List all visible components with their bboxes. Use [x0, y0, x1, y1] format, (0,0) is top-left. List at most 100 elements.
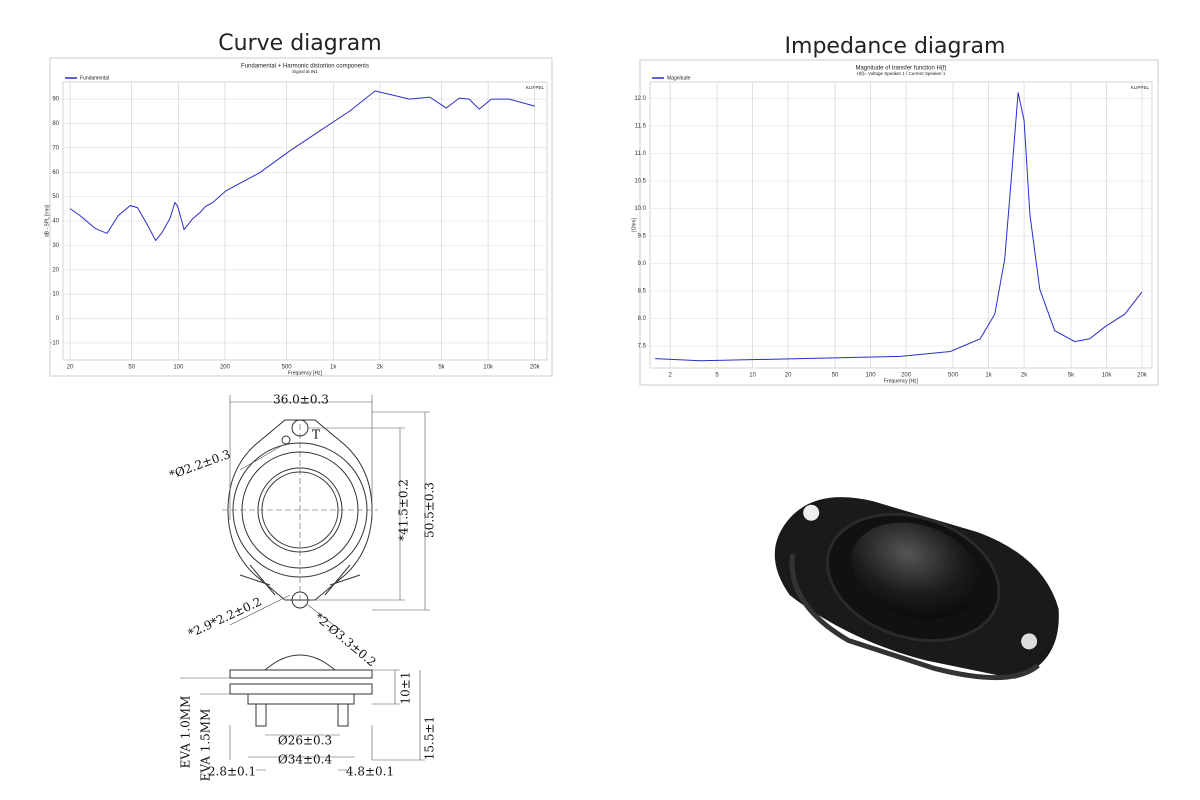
technical-drawing — [222, 395, 430, 631]
y-tick-label: 7.5 — [638, 344, 647, 350]
x-tick-label: 200 — [901, 373, 912, 379]
x-tick-label: 50 — [128, 365, 135, 371]
y-tick-label: 0 — [56, 316, 60, 322]
x-tick-label: 1k — [985, 373, 992, 379]
chart-frame — [639, 59, 1159, 386]
dimension-label: EVA 1.0MM — [179, 696, 193, 769]
chart-subtitle: Magnitude of transfer function H(f) — [855, 66, 946, 72]
chart-note: H(f)= Voltage Speaker 1 / Current Speake… — [857, 71, 946, 76]
chart-title: Impedance diagram — [785, 34, 1006, 59]
data-line — [69, 90, 535, 242]
x-tick-label: 100 — [173, 365, 184, 371]
y-tick-label: 8.0 — [638, 316, 647, 322]
x-tick-label: 2 — [668, 373, 672, 379]
y-tick-label: -10 — [50, 341, 59, 347]
chart-frame — [49, 57, 553, 377]
y-tick-label: 12.0 — [634, 96, 646, 102]
body — [247, 693, 355, 705]
layer — [229, 669, 373, 679]
x-tick-label: 10 — [749, 373, 756, 379]
terminal — [239, 564, 361, 596]
y-tick-label: 11.0 — [635, 151, 647, 157]
x-tick-label: 2k — [1021, 373, 1028, 379]
y-tick-label: 90 — [52, 97, 59, 103]
x-tick-label: 20k — [530, 365, 541, 371]
x-tick-label: 200 — [220, 365, 231, 371]
y-tick-label: 30 — [52, 243, 59, 249]
dimension-line — [229, 395, 430, 611]
y-tick-label: 10.5 — [634, 179, 646, 185]
legend-label: Fundamental — [80, 75, 109, 81]
x-axis-label: Frequency [Hz] — [884, 378, 919, 384]
data-line — [655, 92, 1143, 362]
y-tick-label: 8.5 — [638, 289, 647, 295]
y-tick-label: 9.5 — [638, 234, 647, 240]
dimension-label: EVA 1.5MM — [199, 709, 213, 782]
y-tick-label: 40 — [52, 219, 59, 225]
y-tick-label: 60 — [52, 170, 59, 176]
dimension-label: 2.8±0.1 — [208, 765, 256, 779]
dome-profile — [264, 654, 336, 671]
plot-area — [649, 81, 1153, 369]
hole — [281, 435, 291, 445]
x-tick-label: 5 — [715, 373, 719, 379]
drawing-labels: 36.0±0.3 T *Ø2.2±0.3 *41.5±0.2 50.5±0.3 *2.9*… — [167, 393, 436, 782]
chart-subtitle: Fundamental + Harmonic distortion compon… — [241, 64, 369, 70]
dimension-label: 15.5±1 — [423, 716, 437, 760]
x-tick-label: 500 — [282, 365, 293, 371]
layer — [229, 683, 373, 695]
y-tick-label: 10.0 — [634, 206, 646, 212]
terminal — [255, 703, 267, 727]
x-tick-label: 1k — [330, 365, 337, 371]
y-axis-label: dB - SPL [rms] — [44, 204, 50, 237]
y-tick-label: 11.5 — [635, 124, 647, 130]
center-line — [222, 424, 378, 604]
watermark: KLIPPEL — [1131, 85, 1150, 90]
x-tick-label: 10k — [483, 365, 494, 371]
x-tick-label: 100 — [866, 373, 877, 379]
y-tick-label: 50 — [52, 194, 59, 200]
chart-title: Curve diagram — [218, 31, 381, 56]
dimension-label: 36.0±0.3 — [273, 393, 329, 407]
dimension-label: 10±1 — [399, 672, 413, 705]
dimension-label: *2.9*2.2±0.2 — [186, 594, 264, 640]
x-tick-label: 20k — [1137, 373, 1148, 379]
x-tick-label: 50 — [832, 373, 839, 379]
dimension-label: 4.8±0.1 — [346, 765, 394, 779]
watermark: KLIPPEL — [526, 85, 545, 90]
chart: Impedance diagram Magnitude of transfer f… — [631, 34, 1159, 386]
y-tick-label: 20 — [52, 267, 59, 273]
x-tick-label: 20 — [785, 373, 792, 379]
legend-label: Magnitude — [667, 75, 691, 81]
dimension-label: Ø34±0.4 — [278, 753, 333, 767]
chart-note: Signal at IN1 — [292, 69, 318, 74]
dimension-label: 50.5±0.3 — [423, 482, 437, 538]
hole — [1021, 633, 1038, 650]
x-tick-label: 10k — [1102, 373, 1113, 379]
dimension-label: T — [312, 428, 320, 442]
dome — [851, 522, 980, 620]
side-view — [180, 654, 425, 771]
leader — [229, 444, 341, 631]
edge — [789, 553, 1040, 681]
y-tick-label: 70 — [52, 145, 59, 151]
y-axis-label: [Ohm] — [631, 218, 637, 232]
x-tick-label: 5k — [1068, 373, 1075, 379]
x-tick-label: 500 — [948, 373, 959, 379]
x-axis-label: Frequency [Hz] — [288, 370, 323, 376]
chart: Curve diagram Fundamental + Harmonic dist… — [44, 31, 553, 377]
hole — [803, 504, 820, 521]
product-photo — [774, 497, 1059, 681]
dimension-label: *Ø2.2±0.3 — [167, 447, 232, 482]
dimension-label: *41.5±0.2 — [397, 479, 411, 541]
x-tick-label: 2k — [377, 365, 384, 371]
y-tick-label: 9.0 — [638, 261, 647, 267]
dimension-line — [180, 669, 425, 771]
y-tick-label: 80 — [52, 121, 59, 127]
x-tick-label: 5k — [438, 365, 445, 371]
y-tick-label: 10 — [52, 292, 59, 298]
x-tick-label: 20 — [67, 365, 74, 371]
dimension-label: Ø26±0.3 — [278, 734, 332, 748]
terminal — [337, 703, 349, 727]
